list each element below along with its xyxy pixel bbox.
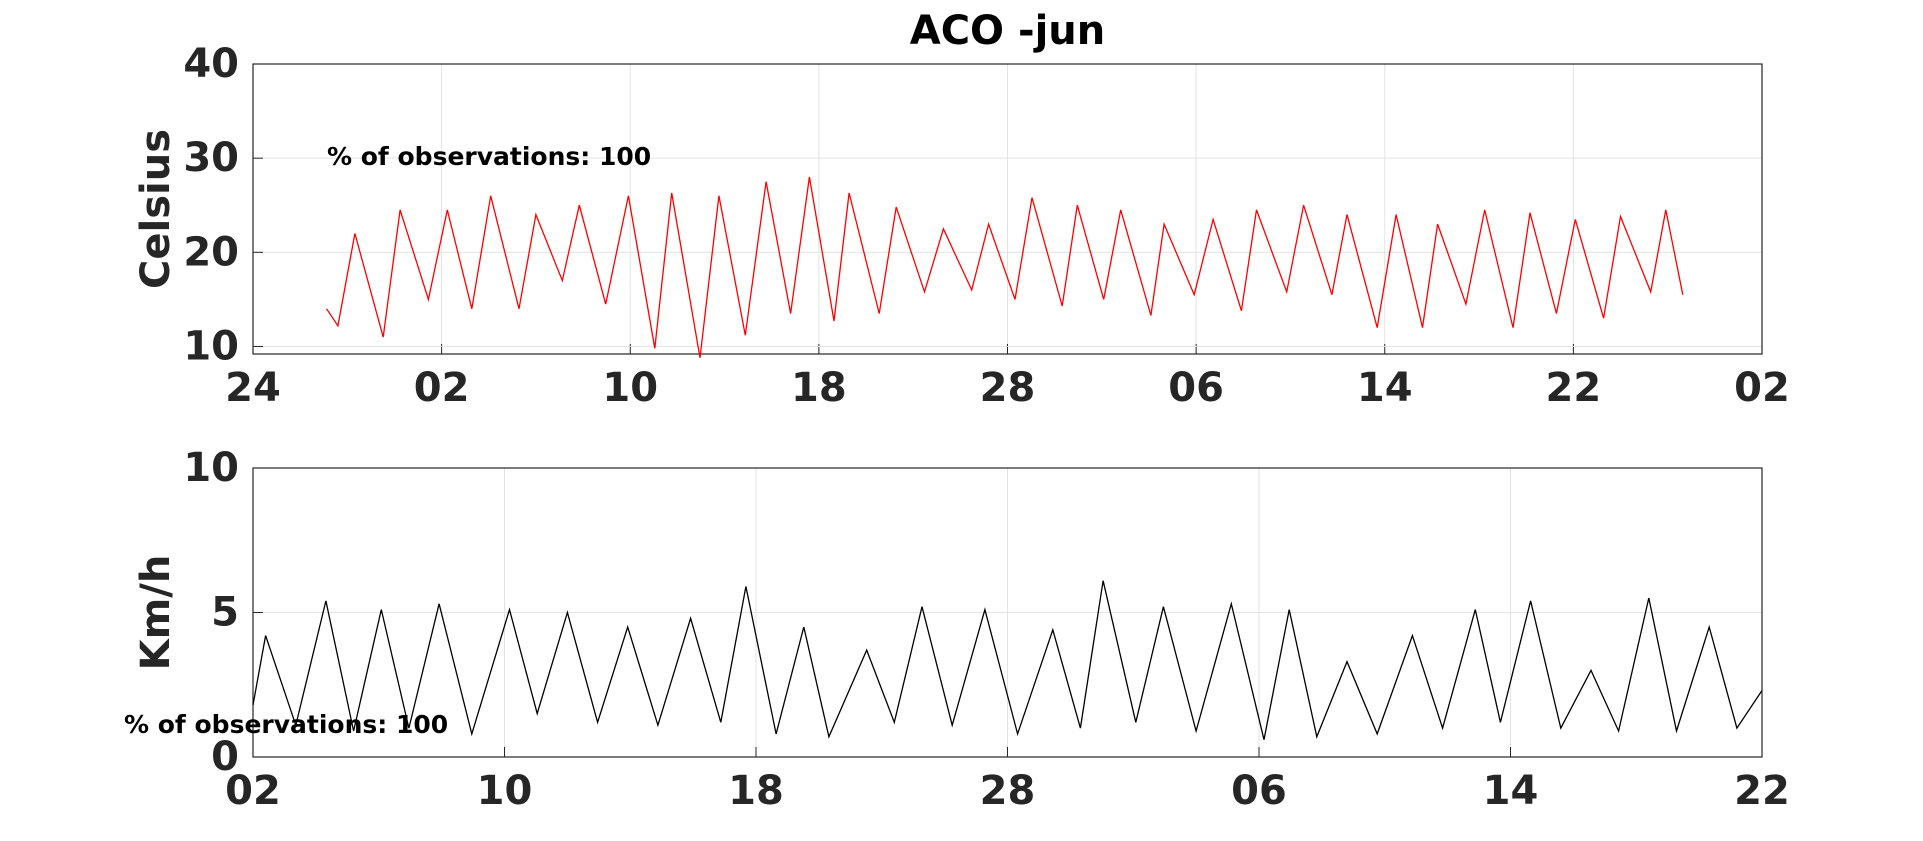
y-tick-label: 10 [183, 445, 239, 491]
y-tick-label: 10 [183, 323, 239, 369]
x-tick-label: 02 [225, 768, 281, 814]
x-tick-label: 28 [980, 768, 1036, 814]
y-axis-label: Celsius [133, 129, 179, 289]
data-line [252, 580, 1763, 740]
x-tick-label: 10 [477, 768, 533, 814]
x-tick-label: 18 [728, 768, 784, 814]
axes-box [252, 467, 1763, 758]
axes-box [252, 63, 1763, 355]
x-tick-label: 28 [980, 365, 1036, 411]
x-tick-label: 18 [791, 365, 847, 411]
x-tick-label: 06 [1168, 365, 1224, 411]
annotation: % of observations: 100 [124, 710, 448, 739]
x-tick-label: 14 [1357, 365, 1413, 411]
y-tick-label: 30 [183, 135, 239, 181]
x-tick-label: 22 [1546, 365, 1602, 411]
x-tick-label: 22 [1734, 768, 1790, 814]
data-line [326, 176, 1684, 358]
y-tick-label: 0 [211, 734, 239, 780]
x-tick-label: 24 [225, 365, 281, 411]
x-tick-label: 10 [602, 365, 658, 411]
x-tick-label: 02 [414, 365, 470, 411]
annotation: % of observations: 100 [327, 142, 651, 171]
x-tick-label: 06 [1231, 768, 1287, 814]
y-tick-label: 5 [211, 590, 239, 636]
chart-title: ACO -jun [910, 8, 1106, 54]
y-tick-label: 20 [183, 229, 239, 275]
y-tick-label: 40 [183, 41, 239, 87]
y-axis-label: Km/h [133, 555, 179, 671]
x-tick-label: 02 [1734, 365, 1790, 411]
x-tick-label: 14 [1483, 768, 1539, 814]
